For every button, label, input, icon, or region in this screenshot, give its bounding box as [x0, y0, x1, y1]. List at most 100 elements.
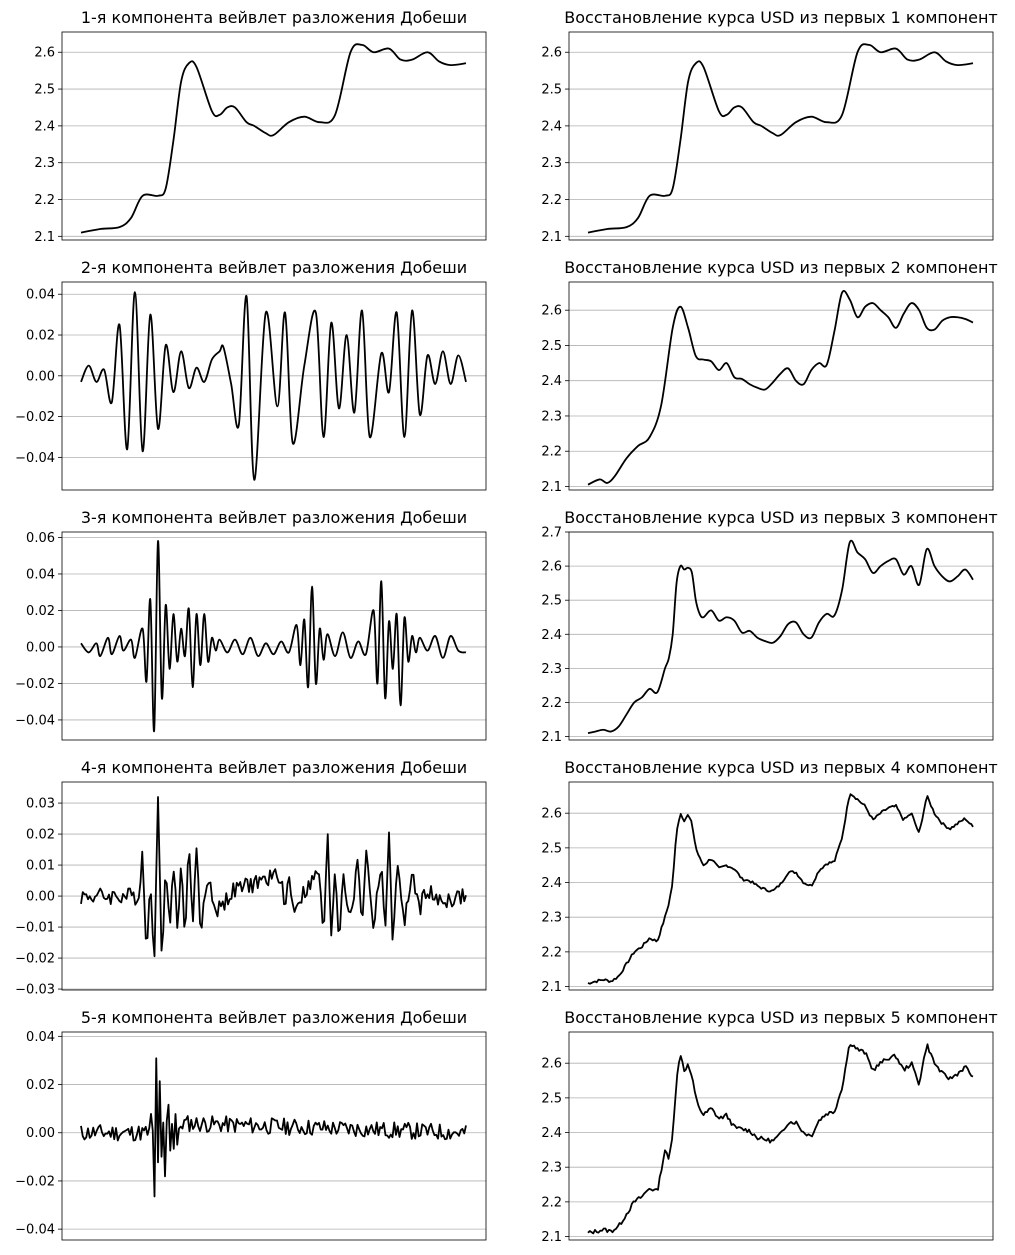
y-tick-label: 2.5	[541, 83, 562, 98]
y-tick-label: 2.5	[541, 594, 562, 609]
y-tick-label: 0.02	[26, 329, 55, 344]
y-tick-label: −0.04	[15, 1223, 55, 1238]
y-tick-label: 2.1	[34, 230, 55, 245]
y-tick-label: 0.02	[26, 1078, 55, 1093]
y-tick-label: 2.6	[34, 46, 55, 61]
plot-frame	[568, 1031, 994, 1241]
y-tick-label: 0.04	[26, 1030, 55, 1045]
y-tick-label: 2.3	[541, 911, 562, 926]
subplot-title: 2-я компонента вейвлет разложения Добеши	[81, 258, 467, 277]
plot-frame	[568, 281, 994, 491]
y-tick-label: −0.01	[15, 921, 55, 936]
y-tick-label: 2.6	[541, 807, 562, 822]
y-tick-label: 2.6	[541, 1057, 562, 1072]
subplot-title: Восстановление курса USD из первых 5 ком…	[564, 1008, 997, 1027]
y-tick-label: 2.4	[541, 876, 562, 891]
series-line	[587, 43, 974, 234]
y-tick-label: 2.1	[541, 980, 562, 995]
subplot-5: −0.04 −0.02 0.00 0.02 0.04 0.06 3-я компонента…	[15, 508, 487, 741]
y-tick-label: 2.3	[34, 156, 55, 171]
y-tick-label: 2.2	[541, 193, 562, 208]
y-tick-label: 0.04	[26, 288, 55, 303]
series-line	[80, 291, 467, 481]
subplot-title: Восстановление курса USD из первых 4 ком…	[564, 758, 997, 777]
subplot-4: 2.1 2.2 2.3 2.4 2.5 2.6 Восстановление курса U…	[541, 258, 997, 495]
y-tick-label: −0.04	[15, 713, 55, 728]
series-line	[80, 43, 467, 234]
plot-frame	[61, 1031, 487, 1241]
y-tick-label: 2.1	[541, 730, 562, 745]
subplot-8: 2.1 2.2 2.3 2.4 2.5 2.6 Восстановление курса U…	[541, 758, 997, 995]
y-tick-label: 2.5	[34, 83, 55, 98]
y-tick-label: 0.00	[26, 1126, 55, 1141]
subplot-9: −0.04 −0.02 0.00 0.02 0.04 5-я компонента вей…	[15, 1008, 487, 1241]
y-tick-label: 2.4	[541, 628, 562, 643]
y-tick-label: 2.4	[541, 119, 562, 134]
y-tick-label: −0.02	[15, 952, 55, 967]
subplot-title: Восстановление курса USD из первых 1 ком…	[564, 8, 997, 27]
y-tick-label: −0.02	[15, 1174, 55, 1189]
subplot-title: Восстановление курса USD из первых 2 ком…	[564, 258, 997, 277]
y-tick-label: −0.03	[15, 983, 55, 998]
subplot-2: 2.1 2.2 2.3 2.4 2.5 2.6 Восстановление курса U…	[541, 8, 997, 245]
subplot-1: 2.1 2.2 2.3 2.4 2.5 2.6 1-я компонента вейвлет…	[34, 8, 487, 245]
y-tick-label: 2.2	[541, 696, 562, 711]
series-line	[587, 539, 974, 735]
y-tick-label: 2.4	[34, 119, 55, 134]
subplot-7: −0.03 −0.02 −0.01 0.00 0.01 0.02 0.03 4-я компо…	[15, 758, 487, 998]
y-tick-label: 2.2	[541, 945, 562, 960]
y-tick-label: 2.2	[541, 1195, 562, 1210]
y-tick-label: 0.02	[26, 828, 55, 843]
series-line	[80, 1057, 467, 1198]
y-tick-label: 0.04	[26, 567, 55, 582]
plot-frame	[61, 31, 487, 241]
y-tick-label: 0.00	[26, 640, 55, 655]
y-tick-label: −0.02	[15, 677, 55, 692]
y-tick-label: 2.7	[541, 526, 562, 541]
y-tick-label: 2.4	[541, 1126, 562, 1141]
y-tick-label: 2.2	[34, 193, 55, 208]
subplot-title: 4-я компонента вейвлет разложения Добеши	[81, 758, 467, 777]
plot-frame	[61, 781, 487, 991]
series-line	[587, 793, 974, 985]
y-tick-label: 2.6	[541, 46, 562, 61]
plot-frame	[568, 31, 994, 241]
y-tick-label: 0.00	[26, 369, 55, 384]
y-tick-label: −0.02	[15, 410, 55, 425]
subplot-title: 1-я компонента вейвлет разложения Добеши	[81, 8, 467, 27]
y-tick-label: 0.01	[26, 859, 55, 874]
y-tick-label: 2.1	[541, 1230, 562, 1245]
y-tick-label: 2.1	[541, 230, 562, 245]
y-tick-label: 2.4	[541, 374, 562, 389]
series-line	[587, 289, 974, 486]
y-tick-label: 2.6	[541, 304, 562, 319]
series-line	[587, 1043, 974, 1235]
y-tick-label: 2.3	[541, 409, 562, 424]
series-line	[80, 796, 467, 958]
y-tick-label: 2.3	[541, 662, 562, 677]
y-tick-label: 0.06	[26, 531, 55, 546]
y-tick-label: 2.5	[541, 339, 562, 354]
plot-frame	[568, 531, 994, 741]
y-tick-label: 0.00	[26, 890, 55, 905]
plot-frame	[568, 781, 994, 991]
subplot-10: 2.1 2.2 2.3 2.4 2.5 2.6 Восстановление курса U…	[541, 1008, 997, 1245]
y-tick-label: 0.02	[26, 604, 55, 619]
plot-frame	[61, 531, 487, 741]
subplot-title: 5-я компонента вейвлет разложения Добеши	[81, 1008, 467, 1027]
y-tick-label: 0.03	[26, 797, 55, 812]
subplot-title: Восстановление курса USD из первых 3 ком…	[564, 508, 997, 527]
subplot-title: 3-я компонента вейвлет разложения Добеши	[81, 508, 467, 527]
y-tick-label: 2.2	[541, 445, 562, 460]
y-tick-label: 2.5	[541, 841, 562, 856]
y-tick-label: 2.5	[541, 1091, 562, 1106]
series-line	[80, 540, 467, 732]
y-tick-label: 2.3	[541, 156, 562, 171]
y-tick-label: −0.04	[15, 451, 55, 466]
y-tick-label: 2.1	[541, 480, 562, 495]
plot-frame	[61, 281, 487, 491]
y-tick-label: 2.6	[541, 560, 562, 575]
y-tick-label: 2.3	[541, 1161, 562, 1176]
